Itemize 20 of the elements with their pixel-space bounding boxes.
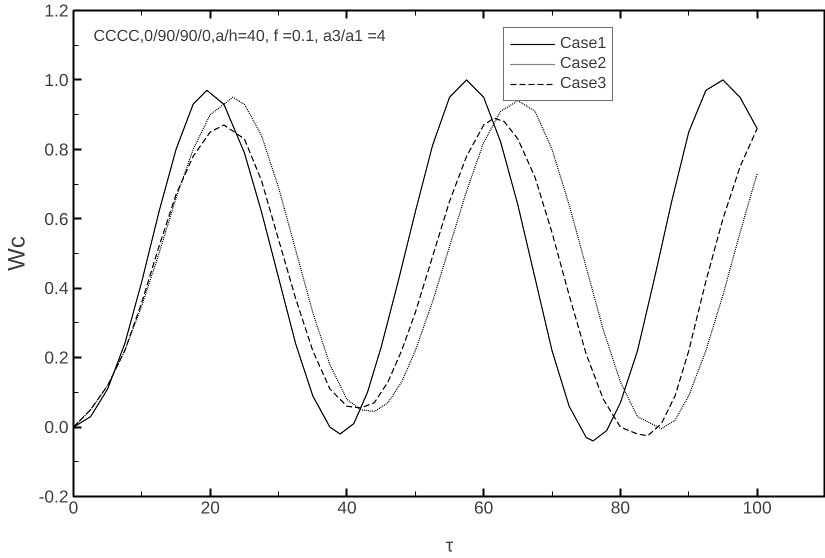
y-tick-label: 0.4 <box>44 278 69 298</box>
legend-label: Case1 <box>560 35 606 53</box>
legend-label: Case2 <box>560 55 606 73</box>
annotation: CCCC,0/90/90/0,a/h=40, f =0.1, a3/a1 =4 <box>94 28 386 45</box>
x-tick-label: 40 <box>337 498 357 518</box>
y-axis-title: Wc <box>4 236 31 271</box>
legend-label: Case3 <box>560 75 606 93</box>
y-tick-label: 0.0 <box>44 417 69 438</box>
y-tick-label: 1.2 <box>44 0 69 20</box>
x-tick-label: 60 <box>474 498 494 518</box>
y-tick-label: 1.0 <box>44 70 69 90</box>
y-tick-label: 0.6 <box>44 208 69 229</box>
y-tick-label: -0.2 <box>38 486 68 506</box>
x-tick-label: 20 <box>200 498 220 518</box>
x-tick-label: 100 <box>742 498 772 518</box>
y-tick-label: 0.8 <box>44 139 69 160</box>
x-tick-label: 80 <box>610 498 630 518</box>
x-tick-label: 0 <box>68 498 78 518</box>
x-axis-title: τ <box>446 534 454 556</box>
y-tick-label: 0.2 <box>44 348 69 368</box>
